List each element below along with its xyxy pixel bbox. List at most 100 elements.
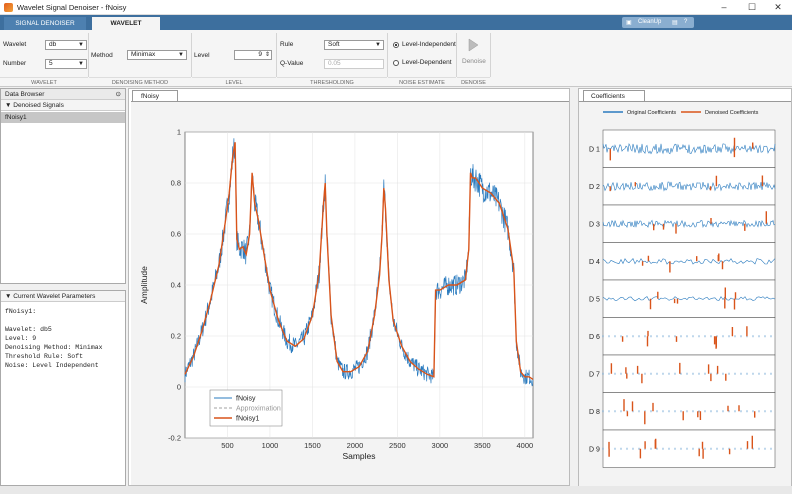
minimize-button[interactable]: –	[721, 2, 727, 12]
tab-wavelet[interactable]: WAVELET	[92, 17, 160, 30]
x-axis-label: Samples	[342, 451, 375, 461]
legend: fNoisy Approximation fNoisy1	[209, 389, 283, 427]
list-item[interactable]: fNoisy1	[1, 112, 125, 123]
chevron-down-icon: ▼	[375, 42, 381, 48]
original-coefficients	[602, 258, 776, 265]
level-spinner[interactable]: 9 ⇕	[234, 50, 272, 60]
method-dropdown[interactable]: Minimax ▼	[127, 50, 187, 60]
denoised-coefficients	[621, 326, 748, 349]
rule-label: Rule	[280, 41, 294, 48]
original-coefficients	[602, 335, 772, 338]
x-tick-label: 1500	[304, 441, 321, 450]
parameters-text: fNoisy1: Wavelet: db5 Level: 9 Denoising…	[5, 308, 103, 369]
number-dropdown[interactable]: 5 ▼	[45, 59, 87, 69]
coefficient-axes	[602, 129, 776, 168]
coefficient-axes	[602, 429, 776, 468]
ribbon: Wavelet db ▼ Number 5 ▼ Method Minimax ▼ Le…	[0, 30, 792, 87]
legend-entry: fNoisy	[236, 396, 256, 403]
original-coefficients	[602, 142, 776, 155]
maximize-button[interactable]: ☐	[747, 2, 757, 12]
section-noise-estimate: NOISE ESTIMATE	[388, 77, 456, 87]
x-tick-label: 3500	[474, 441, 491, 450]
wavelet-label: Wavelet	[3, 41, 27, 48]
matlab-icon	[4, 3, 13, 12]
divider	[276, 33, 277, 77]
level-label: D 8	[589, 409, 600, 416]
level-label: D 4	[589, 259, 600, 266]
denoised-coefficients	[609, 175, 764, 192]
section-denoising-method: DENOISING METHOD	[89, 77, 191, 87]
level-dependent-radio[interactable]	[393, 60, 399, 66]
level-independent-label: Level-Independent	[402, 41, 456, 48]
spinner-arrows-icon[interactable]: ⇕	[264, 52, 270, 58]
legend-entry: Approximation	[236, 406, 281, 413]
denoised-signals-section[interactable]: ▼ Denoised Signals	[1, 100, 125, 111]
signal-document: fNoisy -0.2 0 0.2 0.4 0.6 0.8 1 500 1000 1500 2000…	[128, 88, 570, 486]
close-button[interactable]: ✕	[774, 2, 782, 12]
y-tick-label: 0.6	[171, 230, 181, 239]
tab-fnoisy[interactable]: fNoisy	[132, 90, 178, 102]
plot-area: -0.2 0 0.2 0.4 0.6 0.8 1 500 1000 1500 2000 2500 300…	[131, 101, 569, 485]
collapse-arrow-icon: ▼	[5, 293, 12, 300]
save-icon[interactable]: ▤	[672, 20, 678, 26]
legend-entry: Denoised Coefficients	[705, 110, 759, 116]
qvalue-label: Q-Value	[280, 60, 304, 67]
section-thresholding: THRESHOLDING	[277, 77, 387, 87]
quick-access-toolbar: ▣ CleanUp ▤ ?	[622, 17, 694, 28]
level-label: Level	[194, 52, 210, 59]
y-tick-label: 0	[177, 383, 181, 392]
series-fnoisy1	[184, 142, 534, 380]
wavelet-parameters-panel: ▼ Current Wavelet Parameters fNoisy1: Wa…	[0, 290, 126, 486]
legend-entry: fNoisy1	[236, 416, 259, 423]
y-tick-label: 0.2	[171, 332, 181, 341]
original-coefficients	[602, 219, 776, 229]
coefficients-area: Original Coefficients Denoised Coefficien…	[579, 101, 791, 486]
original-coefficients	[602, 296, 776, 302]
y-tick-label: 1	[177, 128, 181, 137]
series-fnoisy	[184, 138, 534, 387]
x-tick-label: 1000	[262, 441, 279, 450]
y-axis-label: Amplitude	[139, 266, 149, 304]
denoised-coefficients	[623, 399, 756, 425]
section-level: LEVEL	[192, 77, 276, 87]
x-tick-label: 500	[221, 441, 234, 450]
parameters-header[interactable]: ▼ Current Wavelet Parameters	[1, 291, 125, 302]
method-label: Method	[91, 52, 113, 59]
x-tick-label: 2000	[347, 441, 364, 450]
chevron-down-icon: ▼	[78, 42, 84, 48]
denoised-coefficients	[610, 362, 727, 384]
tab-signal-denoiser[interactable]: SIGNAL DENOISER	[4, 17, 86, 30]
divider	[490, 33, 491, 77]
level-independent-radio[interactable]	[393, 42, 399, 48]
level-label: D 9	[589, 446, 600, 453]
denoise-button[interactable]: Denoise	[462, 58, 486, 65]
denoised-coefficients	[653, 211, 767, 234]
panel-menu-icon[interactable]: ⊙	[115, 91, 121, 98]
level-label: D 3	[589, 221, 600, 228]
denoise-icon[interactable]	[467, 38, 479, 52]
tab-coefficients[interactable]: Coefficients	[583, 90, 645, 102]
help-icon[interactable]: ?	[684, 19, 688, 25]
denoised-coefficients	[608, 435, 753, 459]
original-coefficients	[602, 181, 776, 192]
chevron-down-icon: ▼	[178, 52, 184, 58]
level-dependent-label: Level-Dependent	[402, 59, 452, 66]
number-label: Number	[3, 60, 27, 67]
x-tick-label: 2500	[389, 441, 406, 450]
chevron-down-icon: ▼	[78, 61, 84, 67]
layout-icon[interactable]: ▣	[626, 20, 632, 26]
denoised-coefficients	[609, 137, 754, 161]
status-bar	[0, 486, 792, 494]
level-label: D 5	[589, 296, 600, 303]
divider	[456, 33, 457, 77]
data-browser-header: Data Browser ⊙	[1, 89, 125, 100]
rule-dropdown[interactable]: Soft ▼	[324, 40, 384, 50]
cleanup-button[interactable]: CleanUp	[638, 19, 662, 25]
coefficient-axes	[602, 392, 776, 431]
coefficients-plot[interactable]: Original Coefficients Denoised Coefficien…	[579, 102, 791, 487]
qvalue-field[interactable]: 0.05	[324, 59, 384, 69]
coefficient-axes	[602, 317, 776, 356]
coefficients-legend: Original Coefficients Denoised Coefficien…	[603, 110, 759, 116]
wavelet-dropdown[interactable]: db ▼	[45, 40, 87, 50]
